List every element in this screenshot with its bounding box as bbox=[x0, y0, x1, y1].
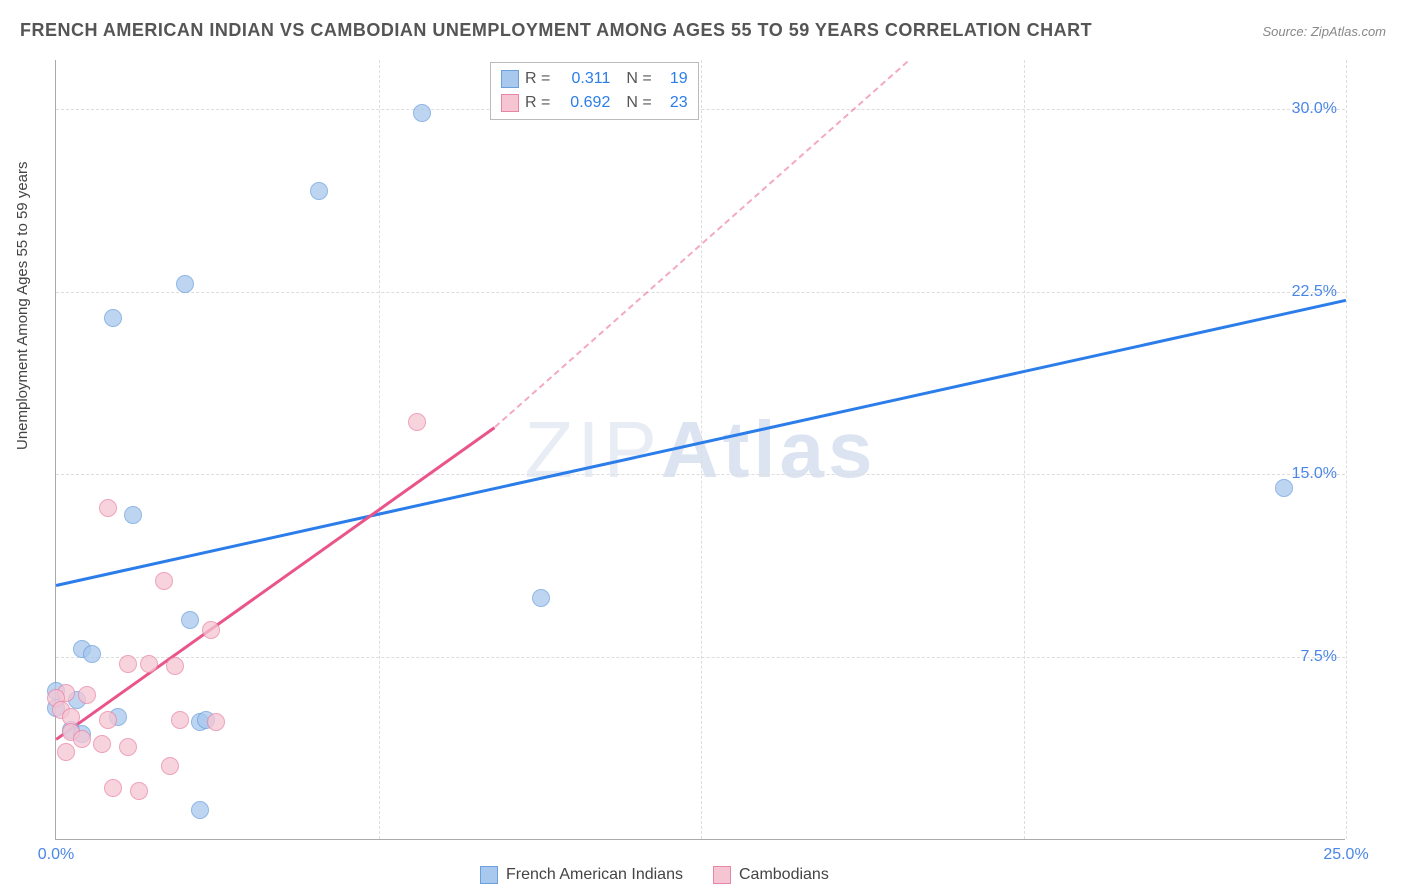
series-legend-label: French American Indians bbox=[506, 866, 683, 884]
plot-area: ZIPAtlas 7.5%15.0%22.5%30.0%0.0%25.0% bbox=[55, 60, 1345, 840]
data-point bbox=[171, 711, 189, 729]
x-tick-label: 0.0% bbox=[38, 846, 74, 864]
gridline-v bbox=[701, 60, 702, 839]
data-point bbox=[140, 655, 158, 673]
legend-r-value: 0.692 bbox=[556, 91, 610, 115]
correlation-row: R =0.311 N = 19 bbox=[501, 67, 688, 91]
data-point bbox=[310, 182, 328, 200]
legend-n-label: N = bbox=[626, 91, 651, 115]
data-point bbox=[73, 730, 91, 748]
data-point bbox=[155, 572, 173, 590]
data-point bbox=[104, 779, 122, 797]
data-point bbox=[532, 589, 550, 607]
y-axis-label: Unemployment Among Ages 55 to 59 years bbox=[14, 161, 31, 450]
trend-line bbox=[55, 426, 495, 740]
correlation-legend: R =0.311 N = 19 R =0.692 N = 23 bbox=[490, 62, 699, 120]
legend-n-value: 19 bbox=[658, 67, 688, 91]
data-point bbox=[104, 309, 122, 327]
watermark-bold: Atlas bbox=[661, 405, 877, 494]
data-point bbox=[161, 757, 179, 775]
data-point bbox=[181, 611, 199, 629]
data-point bbox=[93, 735, 111, 753]
legend-swatch bbox=[713, 866, 731, 884]
y-tick-label: 30.0% bbox=[1292, 100, 1337, 118]
y-tick-label: 7.5% bbox=[1301, 648, 1337, 666]
data-point bbox=[207, 713, 225, 731]
correlation-row: R =0.692 N = 23 bbox=[501, 91, 688, 115]
data-point bbox=[119, 738, 137, 756]
data-point bbox=[166, 657, 184, 675]
data-point bbox=[130, 782, 148, 800]
chart-container: FRENCH AMERICAN INDIAN VS CAMBODIAN UNEM… bbox=[0, 0, 1406, 892]
x-tick-label: 25.0% bbox=[1323, 846, 1368, 864]
y-tick-label: 22.5% bbox=[1292, 283, 1337, 301]
data-point bbox=[83, 645, 101, 663]
data-point bbox=[191, 801, 209, 819]
series-legend: French American Indians Cambodians bbox=[480, 866, 829, 884]
data-point bbox=[413, 104, 431, 122]
data-point bbox=[119, 655, 137, 673]
data-point bbox=[78, 686, 96, 704]
legend-r-value: 0.311 bbox=[556, 67, 610, 91]
series-legend-label: Cambodians bbox=[739, 866, 829, 884]
source-attribution: Source: ZipAtlas.com bbox=[1262, 24, 1386, 39]
legend-r-label: R = bbox=[525, 91, 550, 115]
y-tick-label: 15.0% bbox=[1292, 465, 1337, 483]
data-point bbox=[57, 743, 75, 761]
legend-n-value: 23 bbox=[658, 91, 688, 115]
legend-swatch bbox=[480, 866, 498, 884]
data-point bbox=[99, 499, 117, 517]
gridline-v bbox=[379, 60, 380, 839]
legend-n-label: N = bbox=[626, 67, 651, 91]
data-point bbox=[124, 506, 142, 524]
series-legend-item: French American Indians bbox=[480, 866, 683, 884]
series-legend-item: Cambodians bbox=[713, 866, 829, 884]
watermark-light: ZIP bbox=[524, 405, 660, 494]
data-point bbox=[1275, 479, 1293, 497]
legend-swatch bbox=[501, 94, 519, 112]
legend-r-label: R = bbox=[525, 67, 550, 91]
data-point bbox=[176, 275, 194, 293]
data-point bbox=[99, 711, 117, 729]
data-point bbox=[408, 413, 426, 431]
gridline-v bbox=[1024, 60, 1025, 839]
data-point bbox=[202, 621, 220, 639]
chart-title: FRENCH AMERICAN INDIAN VS CAMBODIAN UNEM… bbox=[20, 20, 1092, 41]
legend-swatch bbox=[501, 70, 519, 88]
gridline-v bbox=[1346, 60, 1347, 839]
